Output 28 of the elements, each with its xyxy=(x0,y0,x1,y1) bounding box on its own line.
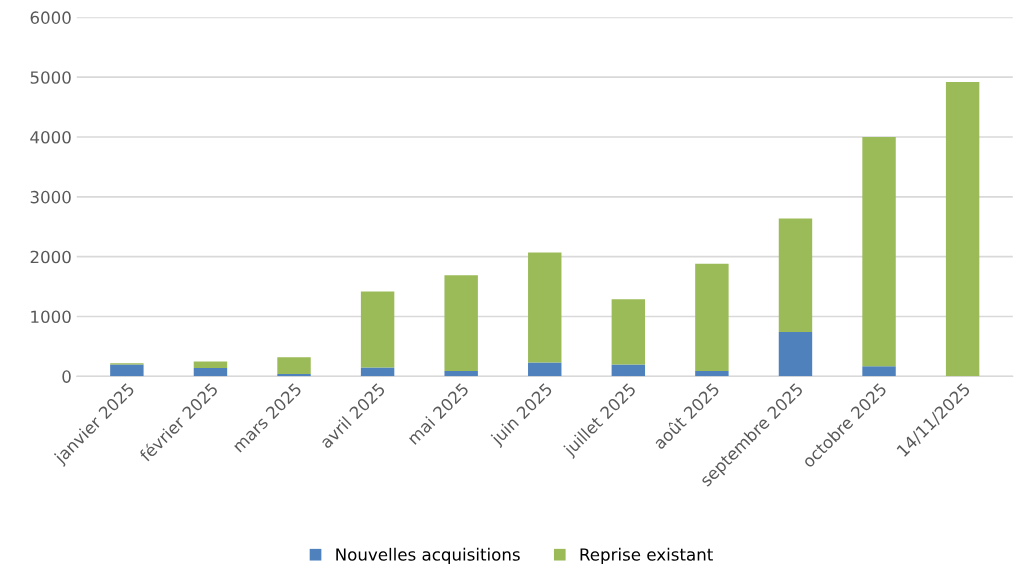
legend-label: Reprise existant xyxy=(580,547,713,564)
y-tick-label: 1000 xyxy=(31,310,71,324)
bar xyxy=(528,252,562,363)
bar xyxy=(277,357,311,374)
bar xyxy=(444,370,478,377)
y-tick-label: 4000 xyxy=(30,130,71,144)
y-tick-label: 5000 xyxy=(30,71,71,84)
bar xyxy=(862,137,896,367)
bar xyxy=(193,361,228,368)
legend-label: Nouvelles acquisitions xyxy=(336,547,520,564)
bar xyxy=(528,362,562,377)
bar xyxy=(110,364,144,377)
bar xyxy=(695,263,729,371)
bar xyxy=(695,370,729,377)
y-tick-label: 0 xyxy=(62,370,71,383)
y-tick-label: 6000 xyxy=(30,11,71,24)
y-tick-label: 3000 xyxy=(30,190,71,204)
bar xyxy=(945,81,980,377)
bar xyxy=(360,367,395,377)
bar xyxy=(611,299,646,365)
y-tick-label: 2000 xyxy=(30,250,71,264)
bar xyxy=(444,275,478,371)
bar xyxy=(778,332,813,377)
bar xyxy=(193,367,228,377)
bar xyxy=(611,364,646,377)
bar xyxy=(360,291,395,368)
bar xyxy=(778,218,813,333)
bar xyxy=(862,366,896,377)
